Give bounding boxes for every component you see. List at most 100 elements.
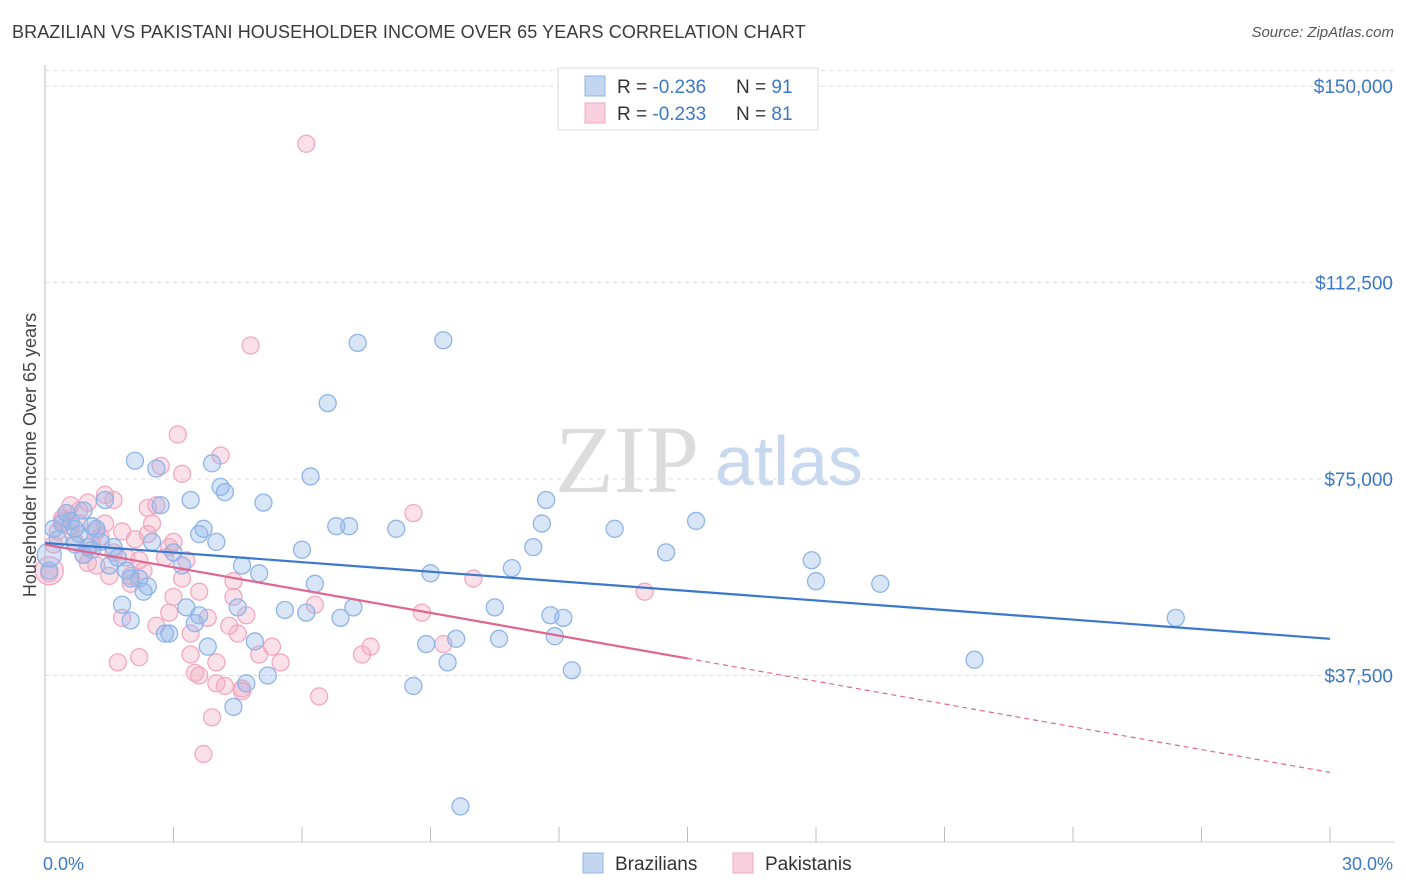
brazilian-point <box>190 606 209 625</box>
brazilian-point <box>421 564 440 583</box>
y-tick-label: $150,000 <box>1314 77 1393 98</box>
legend-swatch <box>732 852 754 874</box>
brazilians-points <box>36 331 1185 816</box>
brazilian-point <box>65 519 85 538</box>
brazilian-point <box>417 634 436 654</box>
brazilian-point <box>121 611 140 630</box>
brazilian-point <box>237 674 256 693</box>
pakistani-point <box>404 503 423 523</box>
pakistani-point <box>112 522 132 541</box>
r-label: R = <box>617 104 652 125</box>
brazilian-point <box>155 624 175 643</box>
brazilian-point <box>215 482 235 502</box>
brazilian-point <box>138 577 157 596</box>
brazilian-point <box>151 496 170 515</box>
n-value: 81 <box>771 104 792 125</box>
pakistani-point <box>297 134 316 153</box>
pakistani-point <box>100 566 119 586</box>
pakistani-point <box>194 744 213 764</box>
pakistani-point <box>224 587 243 607</box>
brazilian-point <box>121 569 140 588</box>
pakistani-point <box>190 666 209 685</box>
legend-label: Pakistanis <box>765 854 852 875</box>
brazilian-point <box>502 558 522 578</box>
brazilian-point <box>95 490 115 510</box>
brazilian-point <box>438 653 457 672</box>
pakistani-point <box>34 556 64 586</box>
brazilian-point <box>331 608 350 628</box>
brazilian-point <box>562 661 581 680</box>
brazilian-point <box>686 511 706 531</box>
brazilian-point <box>301 467 320 486</box>
pakistani-point <box>142 514 162 533</box>
brazilian-point <box>275 600 295 620</box>
pakistani-point <box>271 653 290 672</box>
brazilian-point <box>1166 608 1185 628</box>
brazilian-point <box>404 676 423 696</box>
y-tick-label: $37,500 <box>1324 666 1393 687</box>
legend-swatch <box>584 75 606 97</box>
pakistani-point <box>172 569 192 588</box>
trend-lines <box>44 541 1331 773</box>
legend-stats: R = -0.233 N = 81 <box>617 104 793 125</box>
pakistani-point <box>207 653 226 672</box>
brazilian-point <box>344 598 363 617</box>
brazilian-point <box>532 514 552 533</box>
brazilian-point <box>74 501 93 520</box>
x-tick-labels: 0.0% 30.0% <box>43 854 1393 874</box>
brazilian-point <box>554 608 573 628</box>
brazilian-point <box>802 551 821 570</box>
brazilian-point <box>228 598 247 617</box>
brazilian-point <box>537 490 556 510</box>
brazilian-point <box>82 540 102 559</box>
brazilian-point <box>224 697 243 717</box>
brazilian-point <box>194 519 213 538</box>
brazilian-point <box>485 598 504 617</box>
gridlines <box>45 69 1395 676</box>
brazilian-point <box>112 595 132 614</box>
watermark-zip: ZIP <box>555 406 699 513</box>
brazilian-point <box>160 624 179 643</box>
pakistani-point <box>202 708 222 727</box>
y-tick-label: $75,000 <box>1324 470 1393 491</box>
brazilian-point <box>44 519 63 538</box>
brazilian-point <box>207 532 226 552</box>
brazilian-point <box>318 393 337 413</box>
legend-stats: R = -0.236 N = 91 <box>617 77 793 98</box>
pakistani-point <box>309 687 329 706</box>
brazilian-point <box>147 459 166 478</box>
brazilian-point <box>245 632 265 651</box>
pakistani-point <box>241 336 260 355</box>
brazilian-point <box>181 490 200 510</box>
r-value: -0.236 <box>652 77 706 98</box>
x-tick-label-min: 0.0% <box>43 854 84 874</box>
pakistani-point <box>361 637 380 656</box>
legend-swatch <box>582 852 604 874</box>
brazilian-point <box>656 543 676 562</box>
pakistani-point <box>130 647 149 667</box>
brazilian-point <box>871 574 890 593</box>
brazilian-point <box>258 666 277 685</box>
brazilian-point <box>524 537 543 557</box>
y-tick-label: $112,500 <box>1315 274 1393 295</box>
brazilian-point <box>292 540 312 559</box>
brazilian-point <box>297 603 316 622</box>
brazilian-point <box>348 333 367 353</box>
brazilian-point <box>434 331 453 350</box>
n-label: N = <box>736 104 771 125</box>
pakistani-point <box>108 653 127 672</box>
brazilian-point <box>125 451 145 470</box>
pakistani-point <box>635 582 654 601</box>
r-label: R = <box>617 77 652 98</box>
correlation-legend: R = -0.236 N = 91 R = -0.233 N = 81 <box>557 67 819 131</box>
watermark: ZIP atlas <box>555 406 863 513</box>
brazilian-point <box>305 574 325 593</box>
watermark-atlas: atlas <box>715 422 863 500</box>
brazilian-point <box>339 517 359 536</box>
n-value: 91 <box>771 77 792 98</box>
brazilian-point <box>806 572 826 591</box>
brazilian-point <box>202 454 222 473</box>
brazilian-point <box>965 650 984 669</box>
brazilian-point <box>327 517 346 536</box>
